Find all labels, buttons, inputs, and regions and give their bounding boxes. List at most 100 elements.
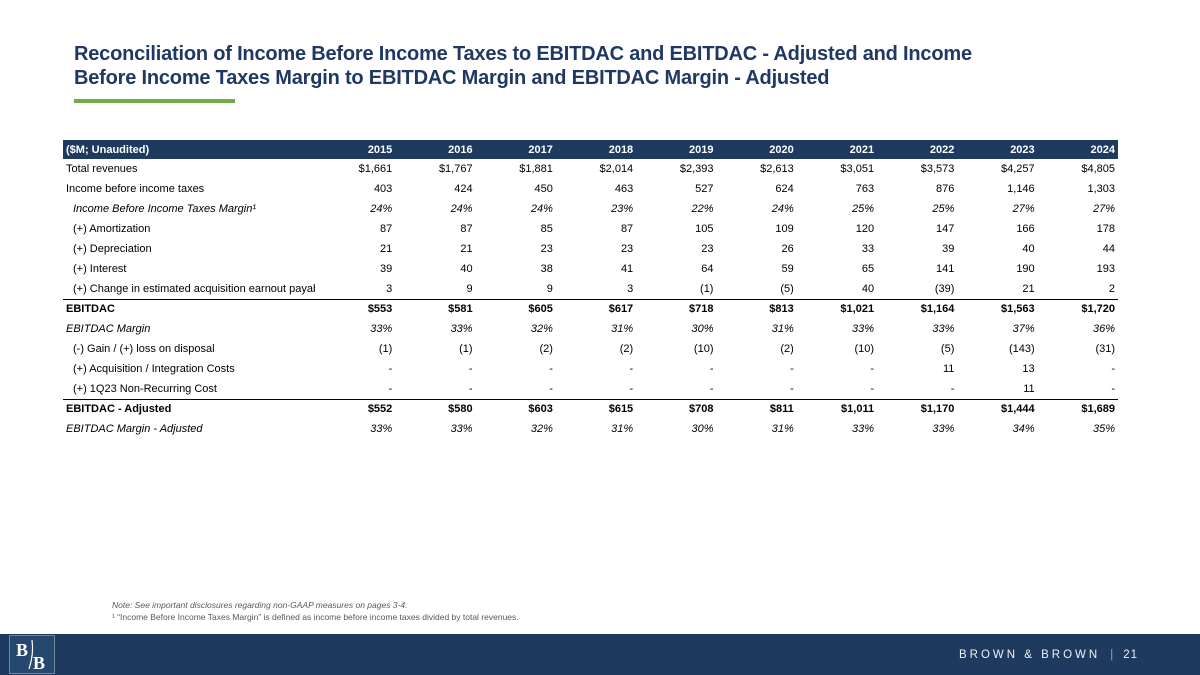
cell-value: 178 [1096,223,1115,235]
cell-value: - [629,363,634,375]
cell-value: 463 [614,183,634,195]
cell-value: 33% [932,323,955,335]
cell-value: 40 [460,263,473,275]
cell-value: 23 [540,243,553,255]
notes: Note: See important disclosures regardin… [112,600,519,623]
title-underline [74,99,235,103]
cell-value: 876 [936,183,955,195]
cell-value: 33% [370,323,393,335]
row-label: EBITDAC Margin [66,323,151,335]
note-non-gaap: Note: See important disclosures regardin… [112,600,408,610]
cell-value: $1,444 [957,398,1038,419]
cell-value: 3 [386,282,393,295]
cell-value: 24% [530,203,553,215]
cell-value: $605 [475,298,556,319]
cell-value: 23 [620,243,634,255]
cell-value: $1,767 [438,163,473,175]
cell-value: 30% [691,323,714,335]
cell-value: $1,170 [877,398,958,419]
row-label: (+) Depreciation [73,243,152,255]
cell-value: 38 [540,263,553,275]
cell-value: 141 [936,263,955,275]
row-label: EBITDAC Margin - Adjusted [66,423,203,435]
cell-value: 13 [1022,363,1035,375]
cell-value: 24% [450,203,473,215]
cell-value: $615 [555,398,637,419]
cell-value: 39 [380,263,393,275]
table-header-row: ($M; Unaudited) 2015 2016 2017 2018 2019 2020 2… [63,140,1118,159]
cell-value: $1,689 [1037,398,1118,419]
row-label: Income before income taxes [66,183,205,195]
cell-value: 21 [380,243,393,255]
cell-value: - [468,382,473,395]
cell-value: - [388,363,393,375]
cell-value: 624 [775,183,794,195]
cell-value: $4,257 [1001,163,1035,175]
cell-value: 33 [861,243,875,255]
row-label: (-) Gain / (+) loss on disposal [73,343,215,355]
cell-value: 9 [466,282,473,295]
cell-value: (5) [780,282,794,295]
cell-value: 35% [1092,423,1115,435]
cell-value: - [790,363,794,375]
cell-value: $603 [475,398,556,419]
cell-value: 31% [771,323,794,335]
row-label: (+) 1Q23 Non-Recurring Cost [73,382,217,395]
cell-value: 22% [691,203,714,215]
table-row: (+) Interest 39 40 38 41 64 59 65 141 190 193 [63,259,1118,279]
column-header-year: 2015 [315,140,396,159]
cell-value: - [870,382,875,395]
column-header-unit: ($M; Unaudited) [63,140,315,159]
column-header-year: 2023 [957,140,1038,159]
svg-text:B: B [16,640,28,660]
cell-value: 27% [1012,203,1035,215]
cell-value: (143) [1008,343,1035,355]
cell-value: 424 [454,183,473,195]
footer-bar: B B BROWN & BROWN | 21 [0,634,1200,675]
svg-text:B: B [33,653,45,672]
table-row: Income Before Income Taxes Margin¹ 24% 24%… [63,199,1118,219]
cell-value: $708 [636,398,717,419]
cell-value: 32% [530,323,553,335]
cell-value: $2,393 [679,163,714,175]
cell-value: 27% [1092,203,1115,215]
column-header-year: 2017 [475,140,556,159]
cell-value: 85 [540,223,553,235]
cell-value: $581 [395,298,476,319]
reconciliation-table: ($M; Unaudited) 2015 2016 2017 2018 2019 2020 2… [63,140,1118,439]
cell-value: - [1111,382,1115,395]
row-label: (+) Change in estimated acquisition earn… [73,282,315,295]
cell-value: 33% [852,323,875,335]
table-row: (+) Depreciation 21 21 23 23 23 26 33 39 40 44 [63,239,1118,259]
table-row: (+) 1Q23 Non-Recurring Cost - - - - - - - - 11 - [63,379,1118,399]
cell-value: (5) [940,343,955,355]
footer-text: BROWN & BROWN | 21 [959,634,1138,675]
cell-value: 25% [932,203,955,215]
table-row: EBITDAC Margin 33% 33% 32% 31% 30% 31% 33% 33% 37… [63,319,1118,339]
column-header-year: 2021 [796,140,878,159]
cell-value: 11 [1023,382,1035,395]
cell-value: 36% [1092,323,1115,335]
column-header-year: 2022 [877,140,958,159]
table-body: Total revenues $1,661 $1,767 $1,881 $2,014 $2… [63,159,1118,439]
cell-value: 34% [1012,423,1035,435]
row-label: (+) Acquisition / Integration Costs [73,363,235,375]
cell-value: $1,164 [877,298,958,319]
row-label: Income Before Income Taxes Margin¹ [73,203,257,215]
cell-value: 33% [450,323,473,335]
page-title: Reconciliation of Income Before Income T… [74,42,972,90]
cell-value: (10) [693,343,714,355]
cell-value: 120 [855,223,875,235]
cell-value: 11 [942,363,955,375]
cell-value: (2) [539,343,553,355]
row-label: (+) Amortization [73,223,151,235]
cell-value: $1,661 [358,163,393,175]
column-header-year: 2019 [636,140,717,159]
cell-value: 33% [852,423,875,435]
cell-value: 23% [611,203,634,215]
cell-value: (39) [934,282,955,295]
cell-value: $1,881 [519,163,553,175]
cell-value: $580 [395,398,476,419]
cell-value: - [709,382,714,395]
column-header-year: 2018 [555,140,637,159]
